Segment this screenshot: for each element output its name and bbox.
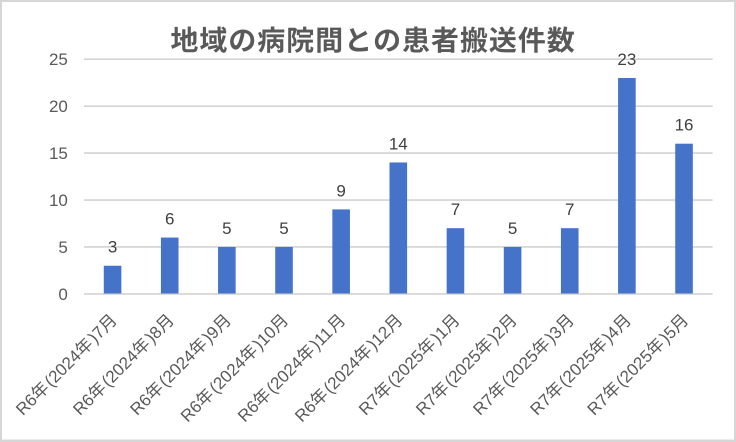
svg-text:5: 5 xyxy=(279,219,288,238)
svg-text:15: 15 xyxy=(49,144,68,163)
svg-text:0: 0 xyxy=(58,285,67,304)
svg-text:5: 5 xyxy=(508,219,517,238)
svg-text:10: 10 xyxy=(49,191,68,210)
svg-text:9: 9 xyxy=(336,181,345,200)
svg-text:7: 7 xyxy=(451,200,460,219)
svg-text:5: 5 xyxy=(222,219,231,238)
svg-text:16: 16 xyxy=(675,116,694,135)
svg-text:14: 14 xyxy=(389,134,408,153)
svg-text:6: 6 xyxy=(165,210,174,229)
svg-text:5: 5 xyxy=(58,238,67,257)
svg-text:7: 7 xyxy=(565,200,574,219)
svg-text:25: 25 xyxy=(49,50,68,69)
svg-text:23: 23 xyxy=(617,50,636,69)
svg-text:3: 3 xyxy=(108,238,117,257)
svg-text:20: 20 xyxy=(49,97,68,116)
